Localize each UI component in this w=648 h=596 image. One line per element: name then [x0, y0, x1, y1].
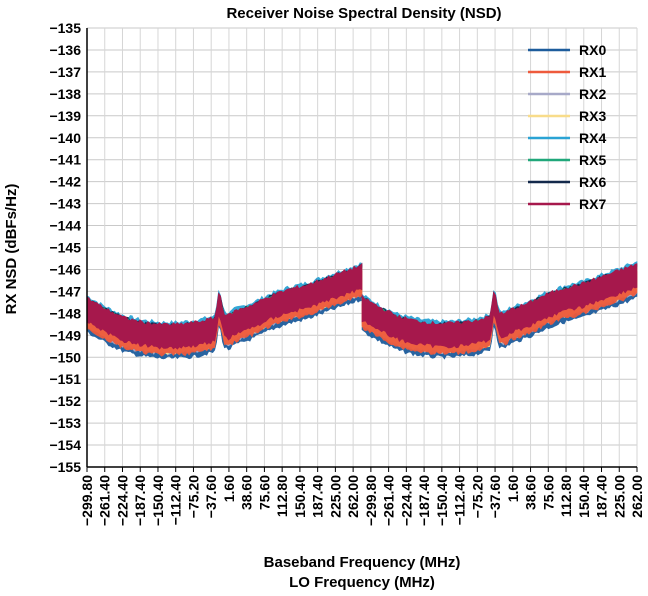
y-tick-label: −145 — [49, 240, 81, 256]
y-tick-label: −140 — [49, 130, 81, 146]
legend-label-rx5: RX5 — [579, 152, 606, 168]
x-tick-label: 262.00 — [629, 475, 645, 518]
x-tick-label: 112.80 — [558, 475, 574, 517]
y-tick-label: −151 — [49, 371, 81, 387]
x-tick-label: −224.40 — [398, 475, 414, 526]
plot-axes — [86, 28, 638, 472]
x-tick-label: −224.40 — [114, 475, 130, 526]
y-tick-label: −150 — [49, 349, 81, 365]
x-tick-label: 150.40 — [576, 475, 592, 518]
y-tick-label: −143 — [49, 196, 81, 212]
y-tick-label: −153 — [49, 415, 81, 431]
series-band-rx7 — [86, 262, 363, 350]
y-axis-label: RX NSD (dBFs/Hz) — [3, 184, 20, 315]
y-tick-label: −154 — [49, 437, 81, 453]
x-tick-label: −187.40 — [416, 475, 432, 526]
x-tick-label: −261.40 — [381, 475, 397, 526]
y-tick-label: −141 — [49, 152, 81, 168]
y-tick-label: −149 — [49, 327, 81, 343]
x-tick-label: −299.80 — [363, 475, 379, 526]
x-tick-label: 75.60 — [256, 475, 272, 510]
x-tick-label: −261.40 — [97, 475, 113, 526]
x-tick-label: −112.40 — [168, 475, 184, 525]
y-tick-label: −136 — [49, 42, 81, 58]
y-tick-label: −148 — [49, 305, 81, 321]
x-tick-label: −37.60 — [487, 475, 503, 518]
y-tick-label: −144 — [49, 218, 81, 234]
x-tick-label: 187.40 — [594, 475, 610, 518]
x-tick-label: 225.00 — [611, 475, 627, 518]
y-tick-label: −152 — [49, 393, 81, 409]
x-axis-label: Baseband Frequency (MHz) — [264, 554, 461, 571]
y-tick-label: −142 — [49, 174, 81, 190]
x-tick-label: −299.80 — [79, 475, 95, 526]
legend-label-rx3: RX3 — [579, 108, 606, 124]
x-tick-label: 38.60 — [239, 475, 255, 510]
x-tick-labels: −299.80 −261.40 −224.40 −187.40 −150.40 −112.… — [79, 475, 645, 526]
x-tick-label: 1.60 — [221, 475, 237, 502]
y-tick-label: −147 — [49, 283, 81, 299]
y-tick-label: −137 — [49, 64, 81, 80]
y-tick-labels: −135 −136 −137 −138 −139 −140 −141 −142 −143 −144… — [49, 20, 81, 475]
legend-label-rx7: RX7 — [579, 196, 606, 212]
y-tick-label: −155 — [49, 459, 81, 475]
x-tick-label: 262.00 — [345, 475, 361, 518]
x-tick-label: −150.40 — [150, 475, 166, 526]
legend: RX0 RX1 RX2 RX3 RX4 RX5 RX6 RX7 — [528, 42, 606, 212]
series-band-rx7 — [361, 263, 638, 349]
x-tick-label: −75.20 — [185, 475, 201, 518]
x-tick-label: −150.40 — [434, 475, 450, 526]
x-tick-label: 38.60 — [523, 475, 539, 510]
chart-title: Receiver Noise Spectral Density (NSD) — [226, 5, 501, 22]
legend-label-rx6: RX6 — [579, 174, 606, 190]
x-tick-label: 187.40 — [310, 475, 326, 518]
legend-label-rx0: RX0 — [579, 42, 606, 58]
x-tick-label: 112.80 — [274, 475, 290, 517]
x-tick-label: −112.40 — [452, 475, 468, 525]
y-tick-label: −146 — [49, 261, 81, 277]
x-tick-label: −187.40 — [132, 475, 148, 526]
series-bands — [86, 261, 638, 360]
y-tick-label: −138 — [49, 86, 81, 102]
legend-label-rx1: RX1 — [579, 64, 606, 80]
y-tick-label: −139 — [49, 108, 81, 124]
x-tick-label: 75.60 — [540, 475, 556, 510]
x-tick-label: 1.60 — [505, 475, 521, 502]
x-tick-label: 150.40 — [292, 475, 308, 518]
legend-label-rx2: RX2 — [579, 86, 606, 102]
legend-label-rx4: RX4 — [579, 130, 606, 146]
x-tick-label: −75.20 — [469, 475, 485, 518]
x-tick-label: −37.60 — [203, 475, 219, 518]
x-tick-label: 225.00 — [327, 475, 343, 518]
x-axis-label-secondary: LO Frequency (MHz) — [289, 574, 435, 591]
y-tick-label: −135 — [49, 20, 81, 36]
